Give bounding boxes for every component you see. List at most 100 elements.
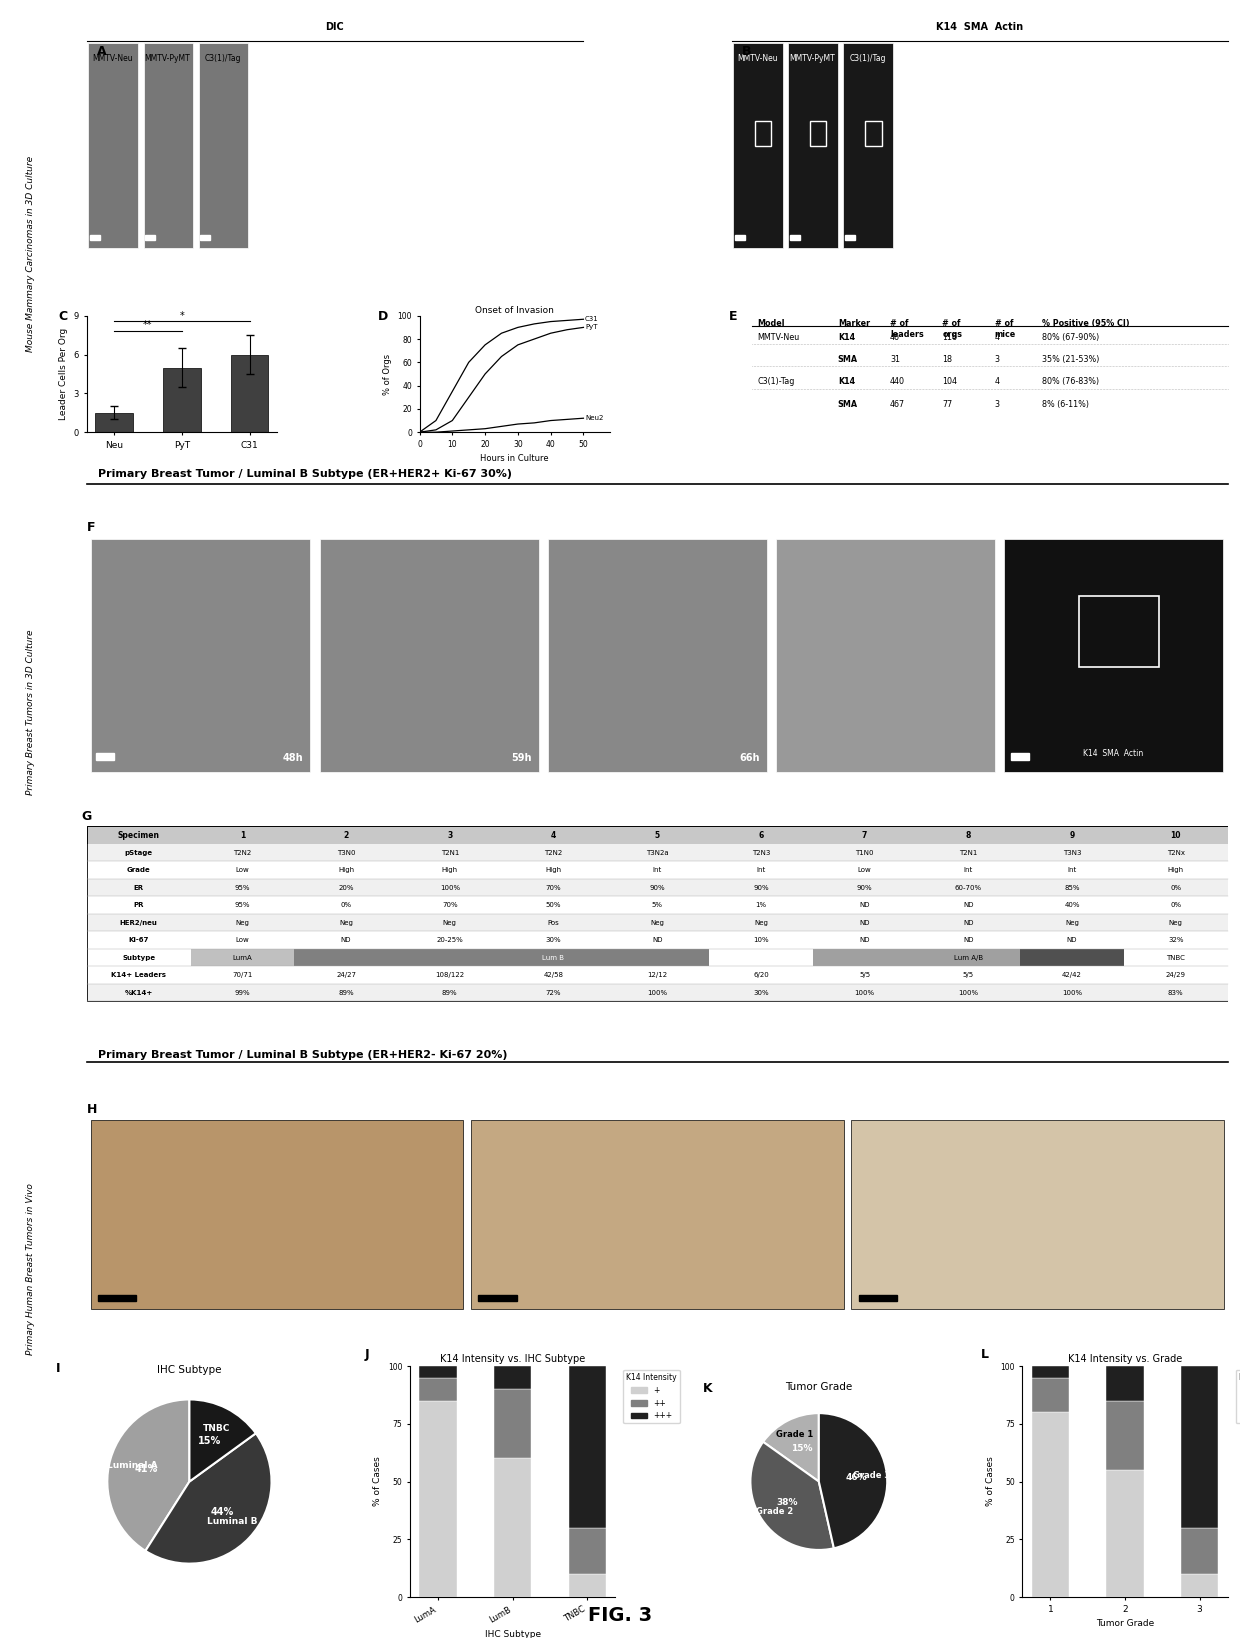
Text: T2N2: T2N2 xyxy=(233,850,252,855)
FancyBboxPatch shape xyxy=(548,539,766,771)
Text: 70%: 70% xyxy=(546,885,562,891)
Text: ER: ER xyxy=(134,885,144,891)
Text: Low: Low xyxy=(858,867,872,873)
Bar xyxy=(569,1366,606,1528)
Text: 42/42: 42/42 xyxy=(1063,973,1083,978)
FancyBboxPatch shape xyxy=(191,948,294,966)
Text: pStage: pStage xyxy=(124,850,153,855)
Text: 4: 4 xyxy=(994,333,999,342)
Bar xyxy=(1032,1378,1069,1412)
Text: Subtype: Subtype xyxy=(122,955,155,962)
Text: B: B xyxy=(742,46,751,57)
Bar xyxy=(95,753,114,760)
Bar xyxy=(494,1458,531,1597)
Text: 20-25%: 20-25% xyxy=(436,937,464,943)
Text: T2N1: T2N1 xyxy=(959,850,977,855)
Text: 116: 116 xyxy=(942,333,957,342)
Bar xyxy=(1032,1366,1069,1378)
Text: 46%: 46% xyxy=(846,1473,867,1482)
Text: DIC: DIC xyxy=(325,23,345,33)
Text: 31: 31 xyxy=(890,355,900,364)
Text: 59h: 59h xyxy=(511,753,532,763)
Text: Primary Human Breast Tumors in Vivo: Primary Human Breast Tumors in Vivo xyxy=(26,1184,36,1355)
Text: 30%: 30% xyxy=(546,937,562,943)
Text: 100%: 100% xyxy=(1061,989,1083,996)
Text: 44%: 44% xyxy=(211,1507,234,1517)
Bar xyxy=(1180,1528,1218,1574)
Text: C3(1)/Tag: C3(1)/Tag xyxy=(205,54,241,62)
Text: **: ** xyxy=(144,319,153,329)
Wedge shape xyxy=(145,1433,272,1564)
Text: Specimen: Specimen xyxy=(118,830,160,840)
Text: ND: ND xyxy=(1066,937,1078,943)
Text: Grade: Grade xyxy=(126,867,150,873)
Text: Neg: Neg xyxy=(236,919,249,925)
Bar xyxy=(1106,1469,1143,1597)
Text: Neg: Neg xyxy=(443,919,456,925)
Text: C31: C31 xyxy=(585,316,599,323)
Text: MMTV-Neu: MMTV-Neu xyxy=(92,54,133,62)
Text: ND: ND xyxy=(859,903,870,907)
Bar xyxy=(810,121,826,146)
X-axis label: Hours in Culture: Hours in Culture xyxy=(480,454,549,464)
Bar xyxy=(1011,753,1029,760)
Text: 70/71: 70/71 xyxy=(232,973,253,978)
Bar xyxy=(419,1378,456,1400)
Text: Luminal B: Luminal B xyxy=(207,1517,258,1527)
Text: Ki-67: Ki-67 xyxy=(129,937,149,943)
Text: 42/58: 42/58 xyxy=(543,973,563,978)
Text: K14: K14 xyxy=(838,333,854,342)
Wedge shape xyxy=(190,1399,255,1481)
Text: T3N2a: T3N2a xyxy=(646,850,668,855)
Bar xyxy=(1106,1366,1143,1400)
Text: 60-70%: 60-70% xyxy=(955,885,982,891)
FancyBboxPatch shape xyxy=(776,539,994,771)
Bar xyxy=(95,413,133,432)
Text: Grade 3: Grade 3 xyxy=(853,1471,890,1481)
Text: 108/122: 108/122 xyxy=(435,973,464,978)
Text: 89%: 89% xyxy=(441,989,458,996)
Title: K14 Intensity vs. Grade: K14 Intensity vs. Grade xyxy=(1068,1355,1182,1364)
Text: T3N3: T3N3 xyxy=(1063,850,1081,855)
Text: 100%: 100% xyxy=(854,989,874,996)
Text: MMTV-PyMT: MMTV-PyMT xyxy=(145,54,191,62)
Text: 5/5: 5/5 xyxy=(962,973,973,978)
Text: 90%: 90% xyxy=(857,885,873,891)
Text: Int: Int xyxy=(756,867,765,873)
FancyBboxPatch shape xyxy=(1021,948,1123,966)
Text: 66h: 66h xyxy=(739,753,760,763)
Text: 4: 4 xyxy=(551,830,556,840)
Y-axis label: % of Orgs: % of Orgs xyxy=(383,354,392,395)
Text: 467: 467 xyxy=(890,400,905,408)
Bar xyxy=(231,354,268,432)
Text: T2N2: T2N2 xyxy=(544,850,563,855)
Bar xyxy=(98,1296,136,1301)
Text: T3N0: T3N0 xyxy=(337,850,356,855)
Text: G: G xyxy=(81,809,92,822)
Text: Neu2: Neu2 xyxy=(585,414,604,421)
Bar xyxy=(494,1389,531,1458)
Text: 7: 7 xyxy=(862,830,867,840)
Bar xyxy=(866,121,882,146)
Text: 12/12: 12/12 xyxy=(647,973,667,978)
Text: Model: Model xyxy=(756,319,785,328)
Text: 15%: 15% xyxy=(198,1437,222,1446)
FancyBboxPatch shape xyxy=(471,1120,843,1309)
Bar xyxy=(1180,1366,1218,1528)
Title: Onset of Invasion: Onset of Invasion xyxy=(475,306,554,314)
Text: Lum A/B: Lum A/B xyxy=(954,955,983,962)
FancyBboxPatch shape xyxy=(91,1120,464,1309)
FancyBboxPatch shape xyxy=(87,844,1228,862)
Bar xyxy=(846,234,856,241)
Text: C3(1)-Tag: C3(1)-Tag xyxy=(756,377,795,387)
Text: 72%: 72% xyxy=(546,989,562,996)
Bar xyxy=(494,1366,531,1389)
Text: # of
mice: # of mice xyxy=(994,319,1016,339)
Text: 104: 104 xyxy=(942,377,957,387)
FancyBboxPatch shape xyxy=(294,948,709,966)
Text: 4: 4 xyxy=(994,377,999,387)
Text: 38%: 38% xyxy=(776,1497,799,1507)
Bar xyxy=(91,234,100,241)
Text: Int: Int xyxy=(963,867,973,873)
FancyBboxPatch shape xyxy=(87,880,1228,896)
